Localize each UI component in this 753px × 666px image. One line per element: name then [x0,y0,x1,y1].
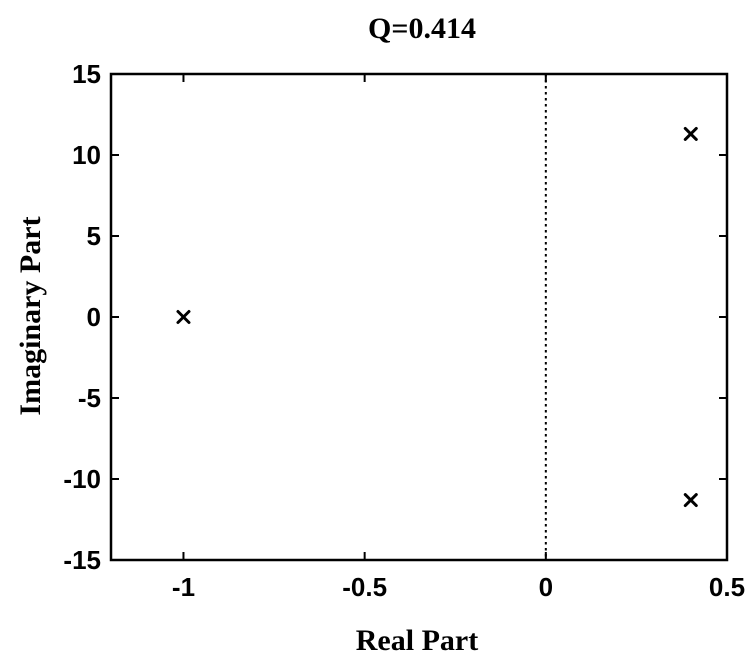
plot-area [109,72,729,562]
x-tick-label: -0.5 [342,572,387,602]
pole-marker [176,310,191,324]
pole-marker [683,126,698,141]
y-tick-label: -10 [63,464,101,494]
y-tick-label: -5 [78,383,101,413]
x-tick-label: 0.5 [709,572,745,602]
y-tick-label: 0 [87,302,101,332]
y-tick-label: 5 [87,221,101,251]
y-tick-label: 10 [72,140,101,170]
x-tick-label: -1 [172,572,195,602]
pole-marker [683,493,698,508]
chart-title: Q=0.414 [368,12,476,45]
x-tick-label: 0 [539,572,553,602]
x-axis-label: Real Part [356,624,478,657]
data-points [176,126,698,508]
axis-ticks [111,73,728,561]
y-axis-label: Imaginary Part [14,216,47,415]
y-tick-labels: 15 10 5 0 -5 -10 -15 [63,59,101,575]
x-tick-labels: -1 -0.5 0 0.5 [172,572,745,602]
y-tick-label: 15 [72,59,101,89]
y-tick-label: -15 [63,545,101,575]
